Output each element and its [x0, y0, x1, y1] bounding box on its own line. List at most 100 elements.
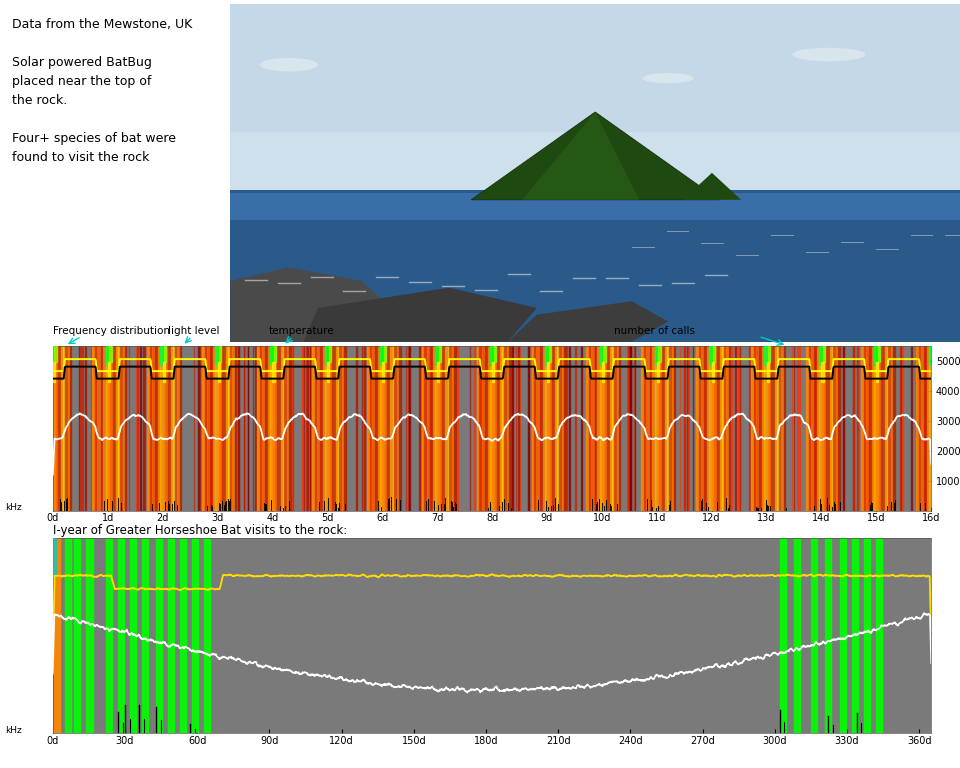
Bar [600, 346, 602, 511]
Bar [822, 346, 823, 362]
Bar [75, 538, 81, 733]
Bar [153, 346, 156, 511]
Bar [655, 346, 657, 511]
Bar [709, 346, 711, 366]
Bar [826, 538, 831, 733]
Bar [192, 538, 199, 733]
Bar [178, 346, 180, 511]
Bar [759, 346, 762, 511]
Bar [667, 346, 669, 511]
Bar [270, 346, 273, 366]
Bar [705, 346, 708, 511]
Bar [323, 346, 325, 511]
Bar [829, 346, 831, 511]
Bar [367, 346, 370, 511]
Bar [437, 362, 440, 382]
Bar [714, 346, 716, 511]
Bar [430, 346, 433, 511]
Bar [274, 346, 276, 362]
Bar [711, 346, 713, 362]
Bar [547, 346, 548, 362]
Bar [108, 362, 109, 382]
Bar [535, 346, 536, 511]
Bar [537, 346, 540, 511]
Bar [168, 346, 171, 511]
Bar [336, 346, 338, 511]
Bar [215, 346, 218, 511]
Bar [327, 362, 329, 382]
Bar [147, 346, 150, 511]
Bar [426, 346, 430, 511]
Bar [378, 346, 380, 511]
Bar [657, 346, 660, 511]
Text: kHz: kHz [5, 503, 21, 512]
Bar [547, 346, 550, 511]
Text: I-year of Greater Horseshoe Bat visits to the rock:: I-year of Greater Horseshoe Bat visits t… [53, 524, 348, 537]
Bar [83, 346, 84, 511]
Bar [669, 346, 672, 511]
Bar [156, 538, 162, 733]
Bar [766, 362, 769, 382]
Bar [421, 346, 424, 511]
Bar [594, 346, 597, 511]
Bar [70, 346, 71, 511]
Ellipse shape [642, 73, 694, 83]
Bar [123, 346, 125, 511]
Bar [106, 538, 111, 733]
Bar [289, 346, 291, 511]
Bar [108, 346, 109, 362]
Bar [502, 346, 504, 511]
Bar [929, 346, 931, 366]
Bar [435, 346, 437, 366]
Bar [232, 346, 234, 511]
Bar [604, 346, 606, 362]
Bar [872, 346, 875, 511]
Bar [382, 362, 384, 382]
Bar [493, 346, 496, 362]
Bar [555, 346, 558, 511]
Bar [215, 346, 218, 366]
Bar [544, 346, 547, 511]
Bar [490, 346, 492, 366]
Bar [926, 346, 929, 511]
Bar [504, 346, 507, 511]
Bar [827, 346, 829, 511]
Bar [542, 346, 544, 511]
Bar [207, 346, 210, 511]
Bar [332, 346, 336, 511]
Bar [875, 346, 876, 511]
Bar [655, 346, 657, 366]
Bar [104, 346, 106, 511]
Bar [819, 346, 822, 366]
Bar [878, 346, 880, 362]
Bar [581, 346, 582, 511]
Bar [372, 346, 375, 511]
Bar [325, 346, 327, 511]
Bar [559, 346, 562, 511]
Bar [213, 346, 215, 511]
Bar [435, 346, 437, 511]
Bar [589, 346, 591, 511]
Bar [130, 538, 135, 733]
Bar [476, 346, 479, 511]
Bar [876, 346, 878, 362]
Bar [708, 346, 709, 511]
Bar [180, 538, 186, 733]
Bar [597, 346, 600, 511]
Polygon shape [230, 4, 960, 200]
Bar [610, 346, 612, 511]
Bar [399, 346, 401, 511]
Bar [587, 346, 589, 511]
Bar [229, 346, 232, 511]
Bar [619, 346, 620, 511]
Bar [492, 346, 494, 511]
Bar [888, 346, 891, 511]
Bar [811, 346, 814, 511]
Bar [814, 346, 817, 511]
Bar [53, 346, 56, 511]
Text: kHz: kHz [5, 726, 21, 735]
Bar [53, 538, 57, 577]
Bar [881, 346, 884, 511]
Bar [657, 346, 659, 362]
Bar [641, 346, 644, 511]
